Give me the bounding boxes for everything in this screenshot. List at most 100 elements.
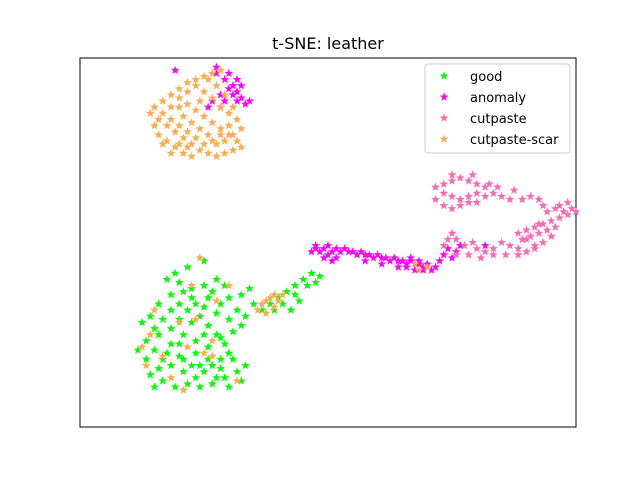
data-point	[381, 253, 391, 262]
data-point	[571, 207, 581, 216]
data-point	[166, 360, 176, 370]
data-point	[207, 68, 217, 78]
data-point	[195, 253, 205, 262]
data-point	[158, 314, 168, 324]
data-point	[530, 244, 540, 253]
data-point	[377, 259, 387, 268]
data-point	[203, 342, 213, 351]
data-point	[319, 253, 329, 262]
data-point	[220, 136, 230, 145]
data-point	[166, 339, 176, 348]
data-point	[290, 290, 300, 299]
data-point	[220, 148, 230, 158]
data-point	[207, 336, 217, 345]
data-point	[228, 354, 238, 364]
data-point	[203, 130, 213, 139]
data-point	[447, 170, 457, 179]
data-point	[522, 234, 531, 244]
data-point	[216, 363, 225, 373]
data-point	[311, 240, 320, 250]
data-point	[228, 130, 238, 139]
data-point	[199, 139, 209, 148]
data-point	[476, 253, 486, 262]
data-point	[236, 376, 246, 385]
data-point	[183, 87, 192, 96]
data-point	[212, 81, 221, 90]
data-point	[212, 151, 221, 161]
data-point	[174, 93, 184, 102]
data-point	[501, 250, 511, 259]
data-point	[224, 280, 234, 290]
data-point	[236, 290, 246, 299]
data-point	[137, 317, 147, 327]
data-point	[315, 247, 325, 256]
data-point	[207, 351, 217, 360]
data-point	[137, 342, 147, 351]
data-point	[199, 256, 209, 265]
data-point	[154, 363, 163, 373]
data-point	[315, 271, 325, 281]
data-point	[497, 237, 506, 247]
data-point	[468, 237, 478, 247]
data-point	[195, 382, 205, 391]
data-point	[141, 336, 151, 345]
data-point	[224, 68, 234, 78]
data-point	[220, 339, 230, 348]
data-point	[431, 262, 440, 271]
data-point	[447, 253, 457, 262]
data-point	[220, 74, 230, 84]
data-point	[435, 256, 444, 265]
data-point	[162, 348, 172, 357]
series-cutpaste	[431, 170, 581, 262]
data-point	[249, 299, 258, 308]
legend-star-icon	[439, 92, 449, 101]
data-point	[207, 287, 217, 296]
data-point	[187, 293, 196, 302]
data-point	[534, 219, 544, 228]
data-point	[203, 148, 213, 158]
data-point	[472, 244, 482, 253]
data-point	[150, 345, 159, 354]
data-point	[534, 194, 544, 204]
data-point	[505, 194, 515, 204]
data-point	[493, 182, 502, 191]
data-point	[455, 240, 465, 250]
data-point	[232, 87, 242, 96]
data-point	[311, 244, 320, 253]
legend-marker-cutpaste-scar	[439, 134, 449, 143]
data-point	[178, 367, 188, 376]
data-point	[555, 213, 564, 222]
data-point	[464, 176, 473, 185]
data-point	[145, 311, 155, 321]
data-point	[158, 108, 168, 118]
data-point	[170, 127, 180, 136]
data-point	[488, 250, 498, 259]
data-point	[150, 121, 159, 130]
data-point	[447, 204, 457, 213]
data-point	[265, 299, 275, 308]
data-point	[484, 179, 494, 188]
data-point	[191, 74, 201, 84]
data-point	[174, 84, 184, 93]
data-point	[199, 280, 209, 290]
data-point	[178, 354, 188, 364]
data-point	[331, 253, 341, 262]
data-point	[455, 173, 465, 182]
data-point	[236, 320, 246, 330]
data-point	[269, 305, 279, 314]
data-point	[220, 280, 230, 290]
data-point	[236, 124, 246, 133]
data-point	[517, 234, 527, 244]
data-point	[418, 265, 428, 274]
data-point	[534, 228, 544, 237]
data-point	[402, 262, 411, 271]
data-point	[373, 250, 382, 259]
data-point	[257, 299, 267, 308]
data-point	[199, 302, 209, 311]
data-point	[232, 367, 242, 376]
data-point	[546, 216, 556, 225]
data-point	[183, 99, 192, 108]
data-point	[178, 133, 188, 142]
data-point	[166, 305, 176, 314]
